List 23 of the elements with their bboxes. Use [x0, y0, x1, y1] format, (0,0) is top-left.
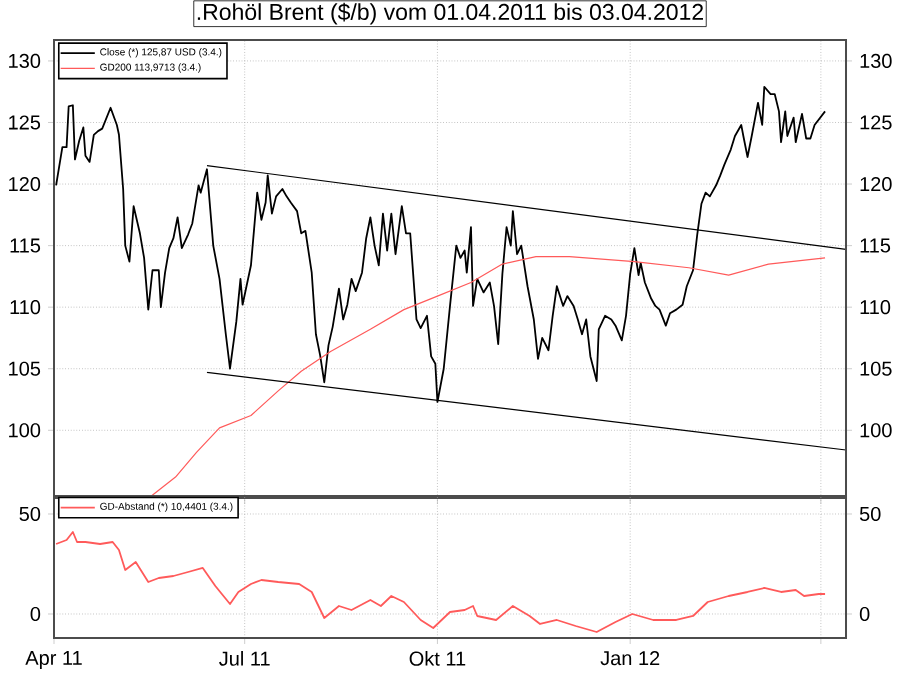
y-tick-label: 110	[10, 300, 41, 315]
y-tick-label: 50	[19, 506, 41, 522]
y-tick-label: 100	[9, 423, 41, 438]
y2-tick-label: 115	[860, 238, 891, 253]
y2-tick-label: 125	[860, 115, 892, 130]
y-tick-label: 125	[9, 115, 41, 130]
y-tick-label: 105	[9, 361, 41, 376]
x-tick-label: Jan 12	[600, 651, 660, 666]
x-tick-label: Jul 11	[219, 651, 270, 666]
x-tick-label: Apr 11	[25, 651, 82, 669]
y-tick-label: 120	[9, 176, 41, 192]
y2-tick-label: 0	[859, 606, 870, 622]
y2-tick-label: 120	[860, 176, 892, 192]
y2-tick-label: 50	[859, 506, 881, 522]
y2-tick-label: 100	[860, 423, 892, 438]
x-tick-label: Okt 11	[409, 651, 466, 666]
y-tick-label: 130	[9, 53, 41, 69]
y-tick-label: 0	[30, 606, 41, 622]
chart-title: .Rohöl Brent ($/b) vom 01.04.2011 bis 03.04.2012	[197, 2, 703, 25]
y2-tick-label: 105	[860, 361, 892, 376]
y2-tick-label: 130	[860, 53, 892, 68]
y-tick-label: 115	[10, 238, 41, 253]
y2-tick-label: 110	[860, 300, 891, 315]
